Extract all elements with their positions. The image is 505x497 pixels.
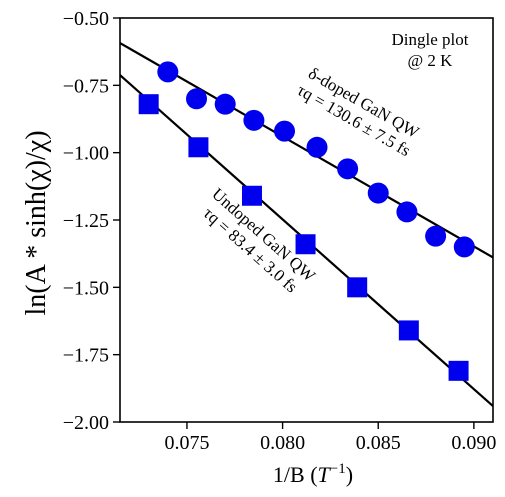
- data-point-square: [138, 94, 159, 115]
- y-tick-label: −1.00: [63, 143, 109, 165]
- annotation-dingle-plot: Dingle plot: [392, 30, 469, 49]
- data-point-circle: [157, 61, 179, 83]
- data-point-square: [448, 360, 469, 381]
- data-point-square: [241, 185, 262, 206]
- data-point-circle: [306, 136, 328, 158]
- data-point-circle: [274, 120, 296, 142]
- data-point-circle: [186, 88, 208, 110]
- data-point-circle: [337, 158, 359, 180]
- data-point-circle: [367, 182, 389, 204]
- data-point-circle: [425, 225, 447, 247]
- y-tick-label: −0.50: [63, 8, 109, 30]
- data-point-circle: [396, 201, 418, 223]
- data-point-circle: [243, 109, 265, 131]
- chart-marks: δ-doped GaN QWτq = 130.6 ± 7.5 fsUndoped…: [120, 42, 493, 407]
- data-point-circle: [214, 93, 236, 115]
- plot-frame: [119, 17, 494, 423]
- annotation-temperature: @ 2 K: [408, 51, 454, 70]
- fit-line-series-0: [120, 42, 493, 259]
- y-tick-label: −1.50: [63, 277, 109, 299]
- y-tick-label: −1.75: [63, 345, 109, 367]
- x-tick-label: 0.090: [451, 432, 496, 454]
- x-tick-label: 0.075: [164, 432, 209, 454]
- y-tick-label: −0.75: [63, 75, 109, 97]
- data-point-square: [347, 277, 368, 298]
- y-tick-label: −1.25: [63, 210, 109, 232]
- y-axis-title: ln(A * sinh(χ)/χ): [21, 130, 52, 315]
- x-axis-title: 1/B (T−1): [273, 461, 353, 487]
- data-point-circle: [453, 236, 475, 258]
- x-tick-label: 0.085: [356, 432, 401, 454]
- data-point-square: [295, 234, 316, 255]
- axis-ticks: 0.075 0.080 0.085 0.090 −0.50 −0.75 −1.00 −1.25…: [63, 8, 497, 454]
- data-point-square: [398, 320, 419, 341]
- x-tick-label: 0.080: [260, 432, 305, 454]
- data-point-square: [188, 137, 209, 158]
- y-tick-label: −2.00: [63, 412, 109, 434]
